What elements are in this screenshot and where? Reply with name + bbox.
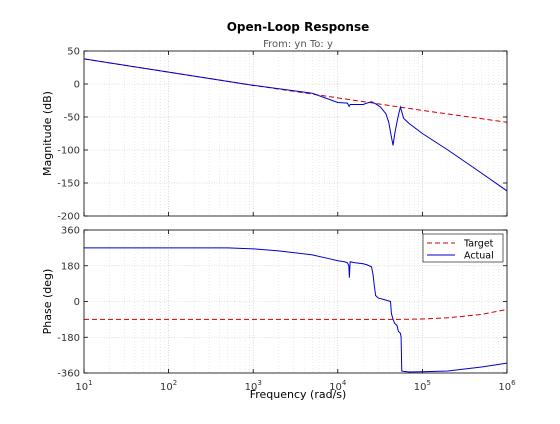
phase-x-tick-label: 103: [245, 379, 262, 393]
magnitude-series-actual: [84, 58, 507, 192]
phase-x-tick-label: 101: [75, 379, 92, 393]
phase-y-tick-label: 0: [74, 297, 80, 308]
magnitude-y-tick-label: 50: [67, 47, 80, 58]
chart-title: Open-Loop Response: [227, 20, 370, 34]
magnitude-plot-area: [84, 51, 507, 216]
magnitude-y-tick-label: -100: [57, 146, 80, 157]
magnitude-y-tick-label: -150: [57, 179, 80, 190]
phase-x-tick-label: 104: [329, 379, 347, 393]
magnitude-series-target: [84, 58, 507, 123]
phase-series-actual: [84, 247, 507, 373]
magnitude-frame: [83, 50, 508, 217]
magnitude-panel: 50 0 -50 -100 -150 -200 Magnitude (dB): [41, 47, 508, 223]
phase-y-tick-label: 180: [61, 261, 80, 272]
chart-subtitle: From: yn To: y: [263, 39, 333, 50]
legend-box: [422, 233, 504, 263]
magnitude-y-axis-label: Magnitude (dB): [41, 91, 54, 176]
magnitude-y-tick-label: -50: [64, 113, 80, 124]
legend-label-actual: Actual: [464, 251, 494, 262]
phase-frame: [83, 229, 508, 374]
phase-y-axis-label: Phase (deg): [41, 269, 54, 335]
legend-label-target: Target: [463, 239, 494, 250]
phase-y-tick-label: -360: [57, 369, 80, 380]
magnitude-y-tick-label: -200: [57, 212, 80, 223]
magnitude-y-tick-label: 0: [74, 80, 80, 91]
phase-y-tick-label: -180: [57, 333, 80, 344]
phase-y-tick-label: 360: [61, 226, 80, 237]
phase-x-tick-label: 102: [160, 379, 177, 393]
phase-x-tick-label: 105: [414, 379, 431, 393]
phase-series-target: [84, 308, 507, 320]
phase-x-tick-label: 106: [498, 379, 516, 393]
x-axis-label: Frequency (rad/s): [250, 388, 347, 401]
